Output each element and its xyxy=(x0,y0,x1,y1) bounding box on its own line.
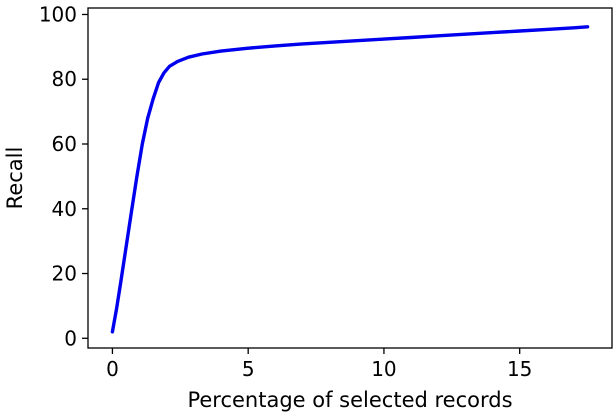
series-group xyxy=(110,25,590,334)
plot-border xyxy=(87,7,613,349)
y-tick-label: 0 xyxy=(64,326,77,350)
y-tick-label: 60 xyxy=(52,132,77,156)
series-line-recall-curve xyxy=(110,25,590,334)
axis-ticks: 0 5 10 15 0 20 40 60 80 100 xyxy=(39,2,533,381)
y-tick-label: 40 xyxy=(52,197,77,221)
y-tick-label: 20 xyxy=(52,262,77,286)
x-tick-label: 0 xyxy=(106,357,119,381)
y-tick-label: 80 xyxy=(52,67,77,91)
y-tick-label: 100 xyxy=(39,2,77,26)
x-tick-label: 10 xyxy=(371,357,396,381)
y-axis-label: Recall xyxy=(3,147,27,210)
x-axis-label: Percentage of selected records xyxy=(187,388,512,412)
x-tick-label: 5 xyxy=(242,357,255,381)
x-tick-label: 15 xyxy=(507,357,532,381)
